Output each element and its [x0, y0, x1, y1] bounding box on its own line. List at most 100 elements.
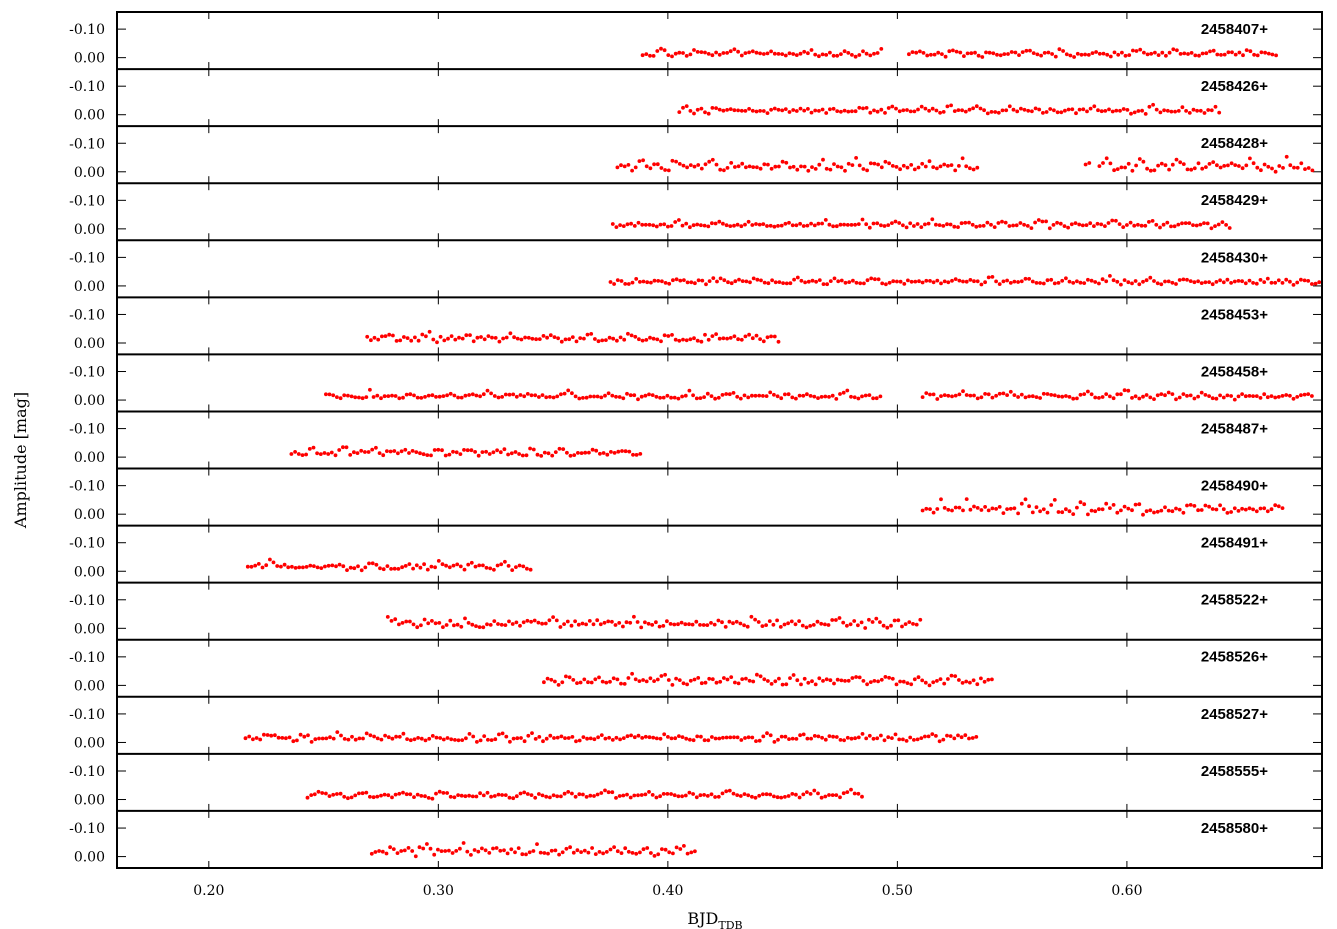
data-point [619, 163, 623, 168]
data-point [791, 52, 796, 56]
data-point [668, 622, 673, 626]
data-point [768, 733, 773, 738]
data-point [843, 679, 847, 683]
data-point [868, 53, 873, 58]
data-point [1115, 510, 1120, 515]
data-point [1266, 51, 1271, 56]
data-point [1063, 108, 1067, 113]
data-point [1232, 279, 1237, 284]
data-point [481, 392, 486, 397]
data-point [1159, 161, 1164, 166]
data-point [1210, 282, 1215, 287]
data-point [852, 395, 857, 400]
data-point [1266, 164, 1271, 169]
data-point [910, 50, 915, 54]
data-point [1023, 395, 1028, 400]
data-point [860, 394, 864, 399]
data-point [509, 847, 514, 852]
data-point [630, 280, 635, 285]
data-point [1052, 108, 1056, 113]
plot-frame [116, 11, 1323, 869]
data-point [1225, 277, 1230, 282]
data-point [945, 222, 949, 227]
data-point [1255, 53, 1260, 58]
data-point [485, 388, 490, 393]
data-point [753, 617, 757, 622]
data-point [556, 683, 561, 687]
data-point [619, 851, 624, 855]
data-point [585, 332, 590, 337]
data-point [823, 622, 827, 627]
data-point [639, 793, 644, 797]
data-point [754, 222, 758, 226]
data-point [680, 223, 685, 228]
data-point [1008, 389, 1013, 394]
data-point [996, 110, 1001, 115]
data-point [695, 338, 700, 343]
data-point [349, 394, 354, 399]
data-point [930, 732, 935, 736]
data-point [1216, 222, 1221, 227]
data-point [1079, 52, 1084, 57]
data-point [379, 793, 383, 798]
data-point [912, 677, 917, 682]
data-point [1291, 283, 1296, 287]
data-point [540, 793, 545, 798]
data-point [342, 794, 347, 799]
data-point [964, 279, 969, 284]
data-point [500, 395, 504, 399]
data-point [1027, 277, 1031, 281]
data-point [448, 391, 453, 396]
data-point [801, 224, 806, 228]
data-point [1141, 279, 1145, 284]
data-point [672, 622, 677, 627]
data-point [760, 624, 765, 628]
data-point [1067, 279, 1072, 284]
data-point [640, 222, 645, 227]
data-point [467, 793, 471, 798]
data-point [1151, 102, 1155, 107]
data-point [800, 623, 805, 628]
data-point [621, 736, 626, 740]
data-point [619, 279, 624, 283]
data-point [937, 739, 942, 744]
data-point [598, 451, 602, 456]
data-point [628, 795, 633, 800]
data-point [489, 794, 493, 799]
data-point [437, 789, 442, 794]
data-point [1181, 392, 1186, 396]
data-point [605, 452, 610, 457]
data-point [648, 676, 653, 681]
data-point [1145, 166, 1149, 171]
y-tick-label: 0.00 [74, 279, 105, 295]
data-point [721, 735, 725, 740]
data-point [1025, 224, 1030, 228]
data-point [663, 672, 667, 677]
data-point [735, 793, 740, 797]
data-point [766, 281, 771, 286]
data-point [1194, 223, 1199, 228]
data-point [360, 396, 365, 401]
data-point [546, 851, 550, 856]
data-point [654, 394, 659, 399]
data-point [1273, 280, 1278, 285]
data-point [329, 450, 334, 455]
data-point [637, 679, 642, 683]
data-point [555, 794, 560, 799]
data-point [743, 222, 747, 227]
data-point [468, 333, 472, 337]
data-point [359, 568, 364, 573]
data-point [245, 564, 250, 569]
data-point [562, 622, 566, 626]
data-point [677, 678, 682, 682]
data-point [572, 453, 577, 457]
data-point [1170, 509, 1175, 514]
data-point [1276, 278, 1281, 283]
data-point [530, 336, 535, 341]
data-point [309, 740, 314, 744]
data-point [643, 792, 648, 797]
data-point [375, 794, 380, 799]
data-point [449, 334, 454, 338]
data-point [924, 278, 929, 283]
data-point [913, 279, 918, 284]
